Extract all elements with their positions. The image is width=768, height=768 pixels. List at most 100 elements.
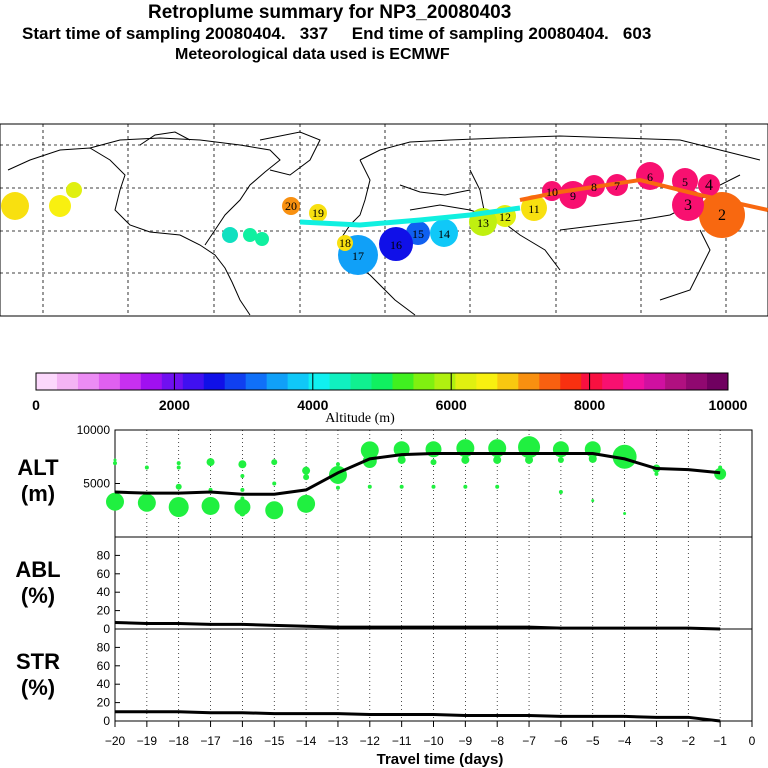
- colorbar-swatch: [98, 373, 121, 390]
- alt-point: [239, 510, 246, 517]
- colorbar-tick-label: 8000: [574, 397, 605, 413]
- ytick-label: 80: [97, 548, 111, 562]
- alt-point: [335, 462, 340, 467]
- colorbar-tick-label: 6000: [436, 397, 467, 413]
- alt-point: [234, 499, 251, 516]
- xtick-label: −13: [328, 734, 349, 748]
- colorbar-swatch: [518, 373, 540, 390]
- timeseries-panels: ALT (m) 10000 5000 ABL (%) 80 60 40 20 0 STR (%) 80 60…: [15, 423, 755, 768]
- xtick-label: −18: [169, 734, 190, 748]
- alt-point: [430, 459, 437, 466]
- xtick-label: −8: [490, 734, 504, 748]
- alt-point: [367, 484, 372, 489]
- alt-point: [240, 496, 245, 501]
- panel-frame: [114, 628, 753, 722]
- colorbar-swatch: [497, 373, 519, 390]
- alt-point: [360, 441, 379, 460]
- alt-point: [335, 485, 340, 490]
- plume-label: 17: [352, 249, 364, 263]
- alt-point: [176, 461, 181, 466]
- xtick-label: −6: [554, 734, 568, 748]
- plume-label: 11: [528, 202, 540, 216]
- ytick-label: 0: [103, 714, 110, 728]
- xtick-label: −2: [681, 734, 695, 748]
- colorbar-swatch: [371, 373, 393, 390]
- page-title: Retroplume summary for NP3_20080403: [148, 2, 512, 23]
- alt-point: [240, 474, 245, 479]
- alt-point: [461, 455, 470, 464]
- xtick-label: −3: [650, 734, 664, 748]
- plume-circle: [282, 197, 300, 215]
- colorbar-swatch: [623, 373, 645, 390]
- plume-track: [519, 177, 768, 212]
- xtick-label: −1: [713, 734, 727, 748]
- panel-ylabel: ABL (%): [15, 557, 60, 608]
- colorbar-swatch: [434, 373, 456, 390]
- colorbar-swatch: [392, 373, 414, 390]
- colorbar-swatch: [686, 373, 708, 390]
- xtick-label: −17: [200, 734, 221, 748]
- plume-circle: [337, 235, 353, 251]
- plume-label: 15: [412, 227, 424, 241]
- xtick-label: −20: [105, 734, 126, 748]
- colorbar-swatch: [224, 373, 247, 390]
- alt-point: [206, 458, 215, 467]
- plume-label: 8: [591, 180, 597, 194]
- colorbar-swatch: [644, 373, 666, 390]
- plume-circle: [243, 228, 257, 242]
- colorbar-label: Altitude (m): [325, 411, 395, 426]
- xtick-label: −5: [586, 734, 600, 748]
- colorbar-swatch: [413, 373, 435, 390]
- alt-point: [271, 459, 278, 466]
- alt-point: [240, 487, 245, 492]
- colorbar-swatch: [539, 373, 561, 390]
- x-axis: −20 −19 −18 −17 −16 −15 −14 −13 −12 −11 −10 −9 −8 −7−…: [105, 721, 756, 768]
- plume-label: 9: [570, 189, 576, 203]
- plume-circle: [309, 204, 327, 222]
- ytick-label: 60: [97, 659, 111, 673]
- alt-point: [168, 497, 189, 518]
- colorbar-swatch: [77, 373, 100, 390]
- plume-track: [299, 205, 521, 228]
- alt-point: [297, 494, 316, 513]
- colorbar-swatch: [56, 373, 79, 390]
- plume-label: 20: [285, 199, 297, 213]
- xtick-label: 0: [749, 734, 756, 748]
- panel-alt: ALT (m) 10000 5000: [17, 423, 753, 538]
- alt-point: [654, 471, 659, 476]
- str-line: [115, 710, 721, 723]
- plume-circle: [698, 174, 720, 196]
- xtick-label: −10: [423, 734, 444, 748]
- colorbar-swatch: [308, 373, 331, 390]
- ytick-label: 10000: [77, 423, 111, 437]
- alt-point: [397, 455, 406, 464]
- alt-point: [558, 490, 563, 495]
- ytick-label: 40: [97, 585, 111, 599]
- colorbar-swatch: [203, 373, 226, 390]
- altitude-colorbar: 0 2000 4000 6000 8000 10000 Altitude (m): [32, 372, 748, 426]
- panel-abl: ABL (%) 80 60 40 20 0: [15, 536, 753, 636]
- alt-point: [303, 474, 310, 481]
- sampling-times: Start time of sampling 20080404. 337 End…: [22, 24, 652, 43]
- met-data-note: Meteorological data used is ECMWF: [175, 46, 450, 63]
- xtick-label: −15: [264, 734, 285, 748]
- plume-label: 6: [647, 170, 653, 184]
- colorbar-swatch: [581, 373, 603, 390]
- alt-point: [106, 492, 124, 511]
- xtick-label: −11: [392, 734, 412, 748]
- colorbar-swatch: [707, 373, 729, 390]
- ytick-label: 0: [103, 622, 110, 636]
- colorbar-tick-label: 4000: [297, 397, 328, 413]
- alt-point: [623, 511, 627, 515]
- alt-point: [265, 501, 284, 520]
- colorbar-swatch: [119, 373, 142, 390]
- plume-circle: [430, 219, 458, 247]
- ytick-label: 5000: [83, 477, 110, 491]
- plume-label: 4: [705, 177, 713, 194]
- alt-point: [588, 454, 597, 463]
- plume-circle: [49, 195, 71, 217]
- alt-point: [176, 465, 181, 470]
- xtick-label: −19: [137, 734, 158, 748]
- panel-str: STR (%) 80 60 40 20 0: [16, 628, 753, 728]
